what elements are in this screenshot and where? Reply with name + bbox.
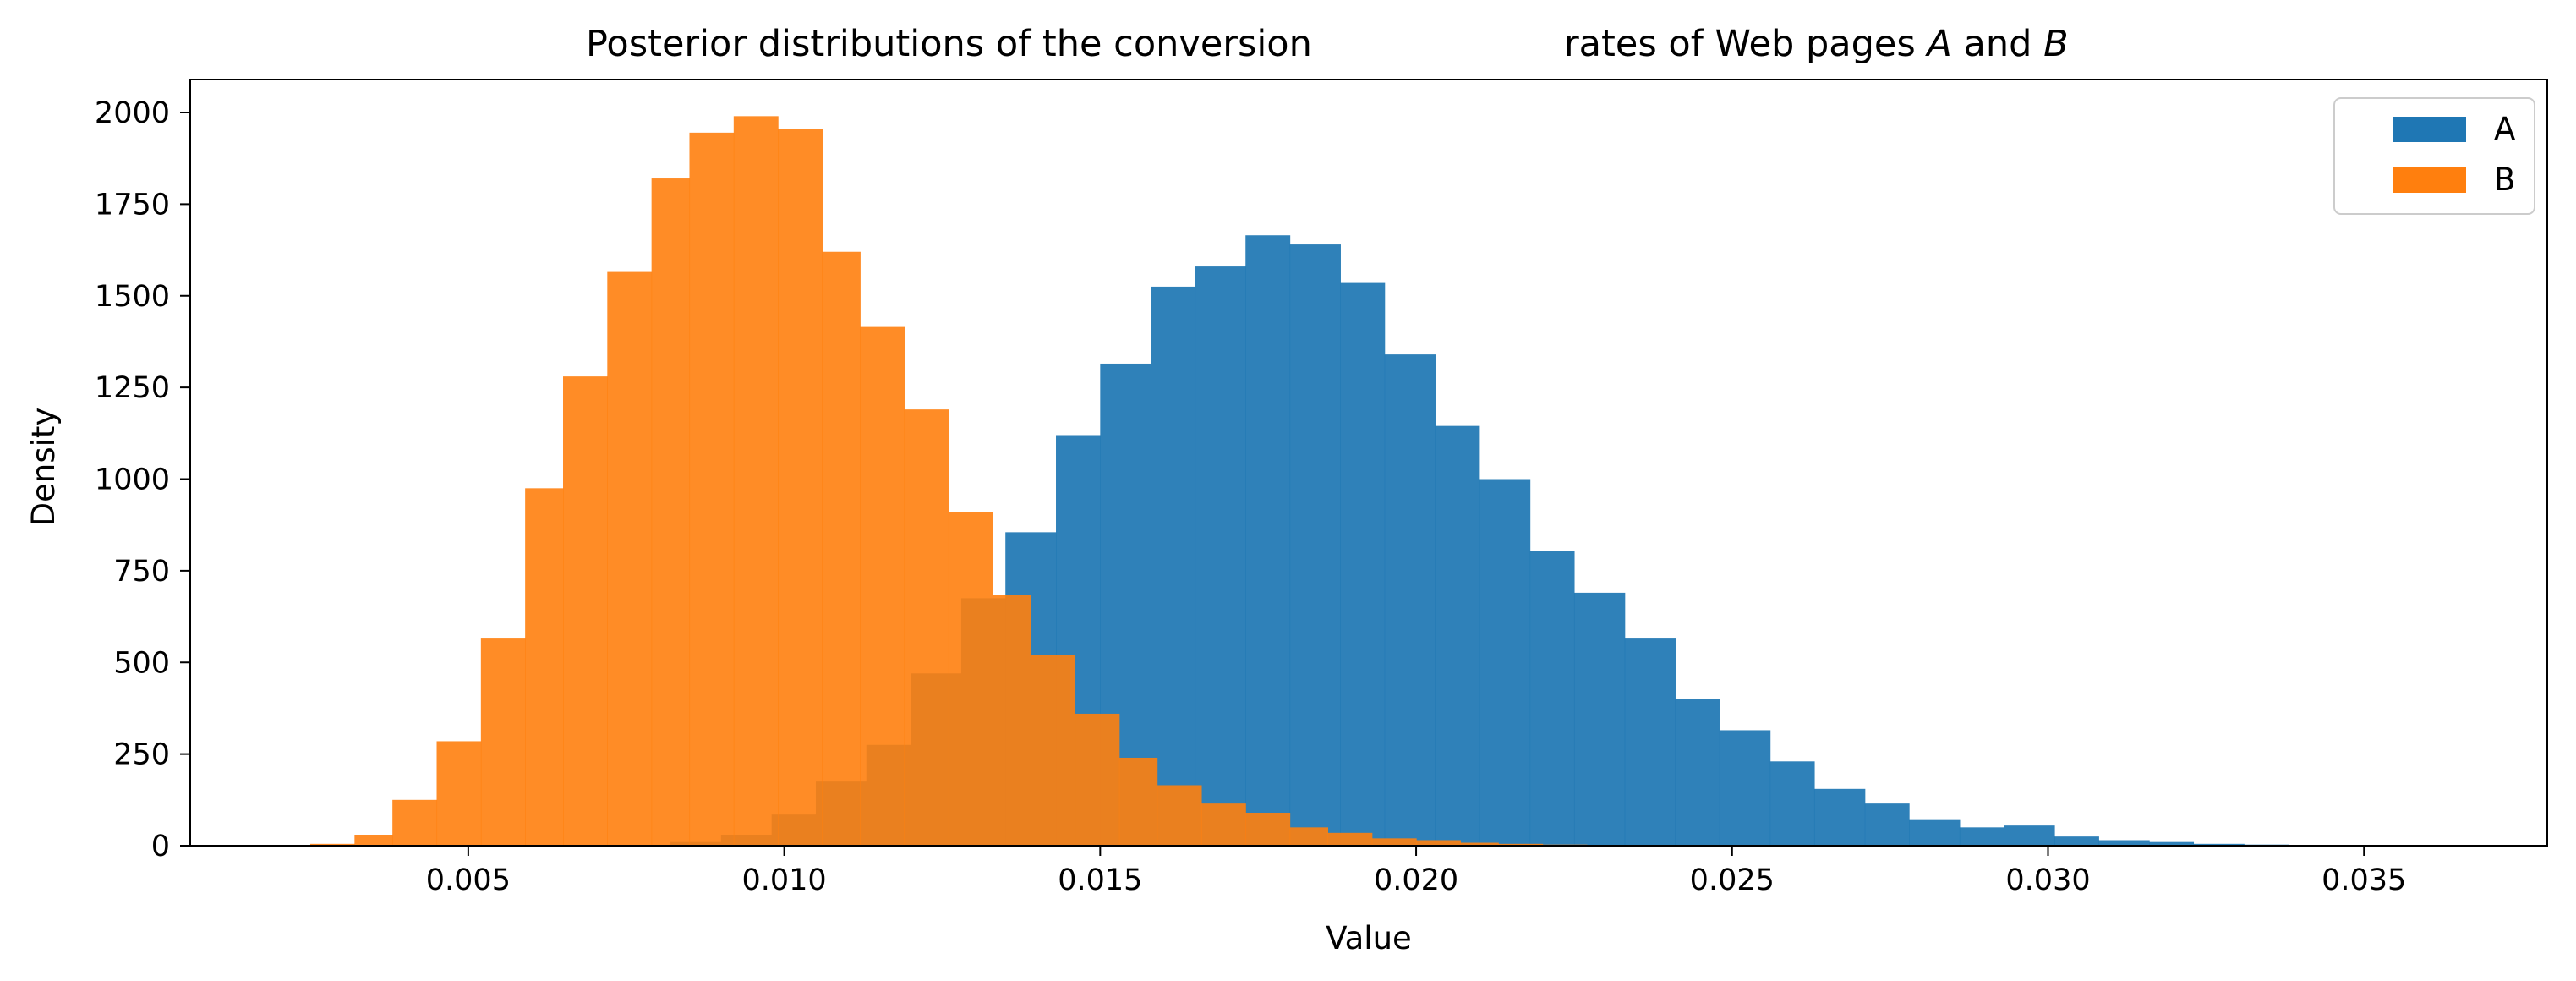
y-tick-label-7: 1750 — [95, 188, 170, 222]
series-a-bar-10 — [1151, 286, 1196, 846]
x-tick-label-4: 0.025 — [1690, 863, 1775, 897]
series-a-bar-13 — [1289, 244, 1341, 846]
series-a-bar-15 — [1384, 354, 1436, 846]
chart-title: Posterior distributions of the conversio… — [586, 23, 2069, 65]
series-a-bar-32 — [2193, 843, 2245, 846]
legend-swatch-b — [2393, 167, 2466, 193]
series-a-bar-24 — [1813, 788, 1866, 846]
series-a-bar-21 — [1675, 699, 1720, 846]
plot-frame — [189, 79, 2548, 847]
y-tick-label-6: 1500 — [95, 280, 170, 314]
series-b-bar-12 — [822, 251, 861, 846]
series-a-bar-30 — [2098, 840, 2150, 846]
series-b-bar-14 — [904, 409, 949, 846]
series-b-bar-17 — [1031, 655, 1076, 846]
series-b-bar-20 — [1157, 785, 1202, 846]
x-tick-label-3: 0.020 — [1374, 863, 1458, 897]
series-b-bar-11 — [778, 129, 823, 846]
series-b-bar-0 — [310, 843, 355, 846]
series-a-bar-12 — [1245, 235, 1291, 847]
x-tick-label-5: 0.030 — [2005, 863, 2090, 897]
series-b-bar-26 — [1416, 840, 1461, 846]
series-b-bar-23 — [1289, 827, 1329, 846]
y-tick-label-5: 1250 — [95, 371, 170, 405]
series-a-bar-28 — [2004, 825, 2055, 846]
chart-title-tail: rates of Web pages A and B — [1564, 23, 2069, 65]
x-tick-label-6: 0.035 — [2322, 863, 2406, 897]
y-tick-label-0: 0 — [151, 830, 170, 863]
series-a-bar-11 — [1195, 266, 1246, 847]
legend-swatch-a — [2393, 117, 2466, 142]
y-tick-label-2: 500 — [113, 646, 170, 680]
series-b-bar-18 — [1075, 713, 1120, 846]
x-axis-ticks: 0.005 0.010 0.015 0.020 0.025 0.030 0.035 — [426, 846, 2406, 897]
series-a-bar-23 — [1769, 761, 1815, 846]
series-a-bar-14 — [1340, 282, 1386, 847]
series-a-bar-18 — [1529, 551, 1575, 846]
y-axis-ticks: 0 250 500 750 1000 1250 1500 1750 2000 — [95, 96, 190, 863]
legend-label-b: B — [2494, 162, 2515, 198]
series-b-bar-22 — [1245, 812, 1291, 846]
series-a-bar-17 — [1479, 479, 1531, 846]
x-tick-label-2: 0.015 — [1058, 863, 1142, 897]
series-b-bar-1 — [354, 835, 393, 846]
series-b-bar-15 — [948, 512, 993, 846]
y-tick-label-8: 2000 — [95, 96, 170, 130]
series-b-bar-8 — [651, 178, 691, 847]
series-b-bar-19 — [1118, 757, 1158, 846]
chart-title-main: Posterior distributions of the conversio… — [586, 23, 1312, 65]
series-b-bar-6 — [563, 376, 608, 846]
legend-label-a: A — [2494, 111, 2515, 147]
legend: A B — [2333, 97, 2535, 215]
series-b-bar-7 — [607, 271, 653, 847]
series-b-bar-10 — [733, 116, 779, 847]
series-a-bar-20 — [1624, 638, 1676, 846]
series-b-bar-16 — [993, 595, 1031, 846]
series-b-bar-25 — [1371, 838, 1417, 846]
series-b-bars — [310, 116, 1588, 847]
series-b-bar-28 — [1498, 843, 1544, 846]
series-b-bar-24 — [1327, 832, 1373, 846]
series-b-bar-4 — [480, 638, 526, 846]
x-tick-label-0: 0.005 — [426, 863, 511, 897]
series-a-bar-31 — [2149, 841, 2195, 846]
y-tick-label-1: 250 — [113, 738, 170, 772]
series-b-bar-21 — [1200, 803, 1246, 846]
series-a-bar-19 — [1573, 592, 1626, 846]
y-axis-label: Density — [25, 408, 62, 527]
series-b-bar-9 — [689, 132, 735, 847]
series-b-bar-27 — [1460, 842, 1499, 846]
series-a-bar-22 — [1719, 730, 1771, 846]
series-b-bar-5 — [525, 488, 564, 846]
y-tick-label-3: 750 — [113, 555, 170, 589]
x-tick-label-1: 0.010 — [742, 863, 827, 897]
series-a-bar-27 — [1959, 827, 2004, 846]
legend-box — [2333, 97, 2535, 215]
series-a-bar-26 — [1909, 819, 1961, 846]
series-a-bar-16 — [1435, 425, 1480, 846]
series-b-bar-2 — [392, 799, 438, 846]
series-b-bar-13 — [860, 326, 905, 846]
series-a-bar-25 — [1864, 803, 1910, 846]
y-tick-label-4: 1000 — [95, 463, 170, 497]
x-axis-label: Value — [1326, 920, 1412, 956]
series-b-bar-3 — [436, 741, 482, 846]
series-a-bar-29 — [2054, 836, 2099, 846]
